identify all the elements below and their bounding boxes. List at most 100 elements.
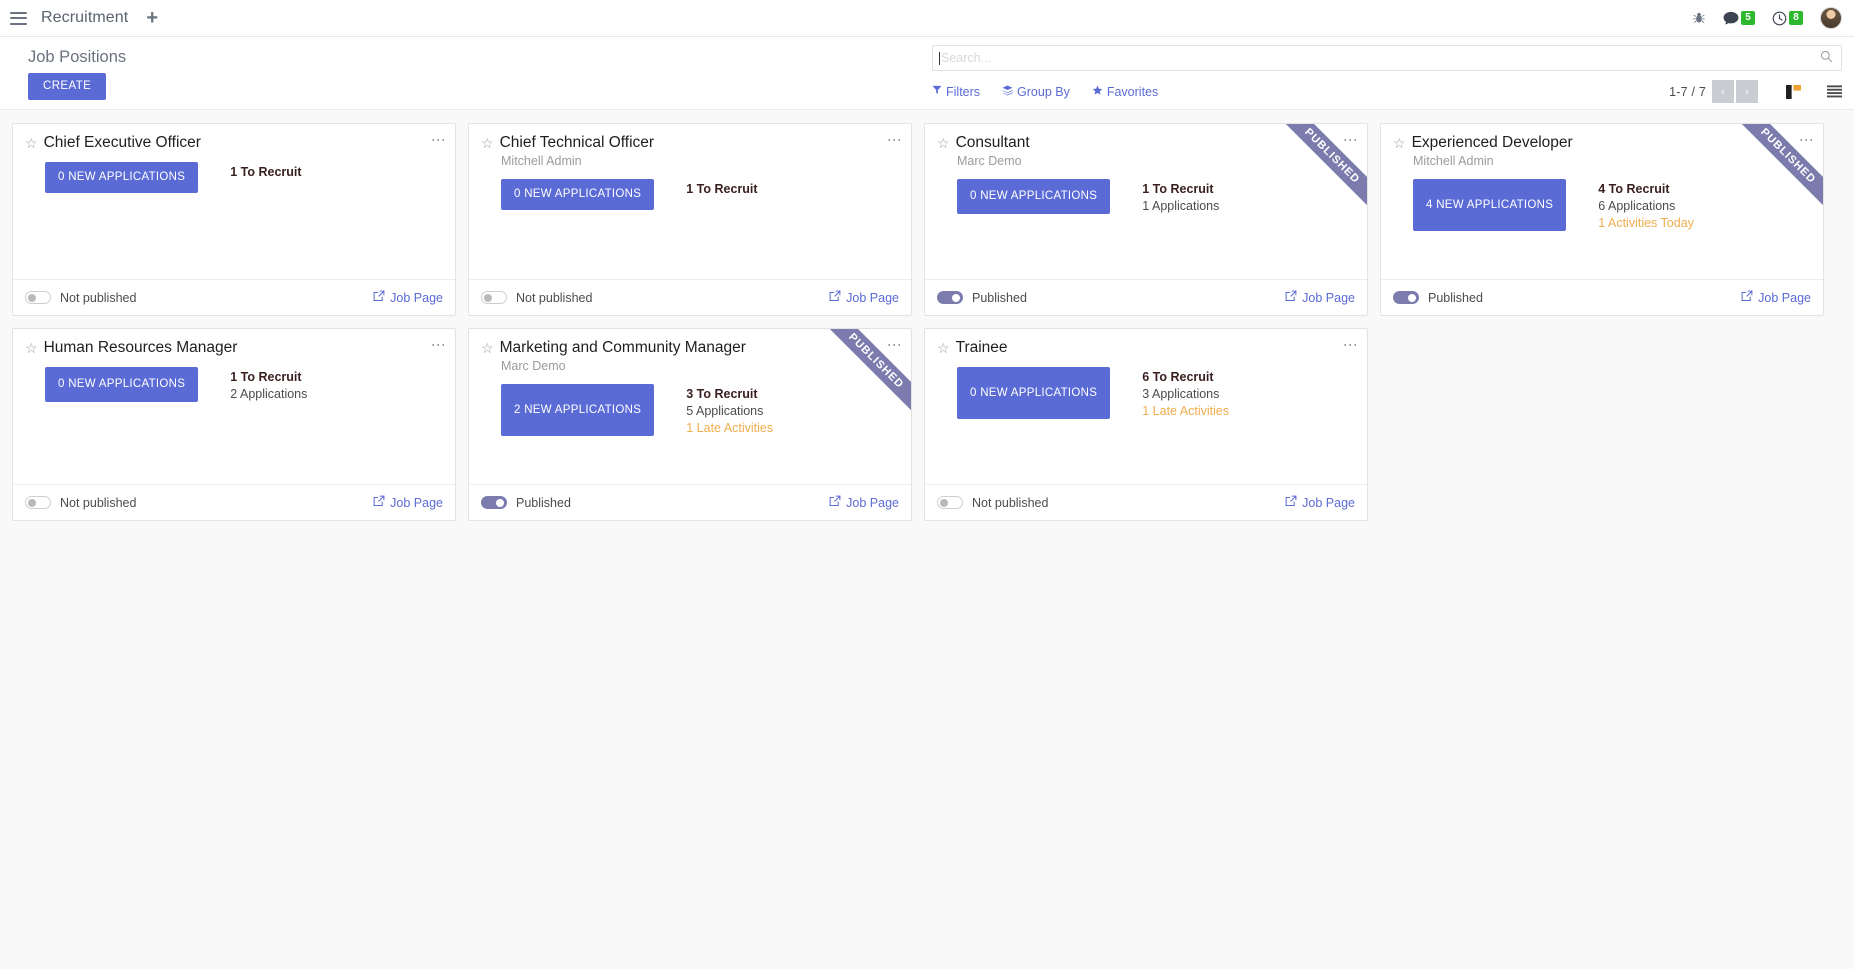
- card-menu-kebab-icon[interactable]: ⋮: [1343, 133, 1359, 147]
- job-page-label: Job Page: [1302, 290, 1355, 305]
- publish-toggle[interactable]: [1393, 291, 1419, 304]
- publish-toggle-knob: [496, 498, 504, 507]
- new-applications-button[interactable]: 0 NEW APPLICATIONS: [501, 179, 655, 210]
- card-manager: Mitchell Admin: [501, 154, 582, 168]
- card-body: ⋮ ☆ Consultant Marc Demo 0 NEW APPLICATI…: [925, 124, 1367, 279]
- card-content: 4 NEW APPLICATIONS 4 To Recruit 6 Applic…: [1393, 179, 1811, 231]
- card-to-recruit-count[interactable]: 3 To Recruit: [686, 387, 758, 401]
- job-position-card[interactable]: ⋮ ☆ Human Resources Manager 0 NEW APPLIC…: [12, 328, 456, 521]
- new-applications-button[interactable]: 0 NEW APPLICATIONS: [45, 162, 199, 193]
- messages-icon-group[interactable]: 5: [1723, 11, 1755, 25]
- card-to-recruit-count[interactable]: 1 To Recruit: [1142, 182, 1214, 196]
- card-menu-kebab-icon[interactable]: ⋮: [431, 338, 447, 352]
- favorite-star-icon[interactable]: ☆: [937, 340, 950, 356]
- card-content: 0 NEW APPLICATIONS 1 To Recruit: [25, 162, 443, 193]
- new-applications-button[interactable]: 0 NEW APPLICATIONS: [957, 179, 1111, 214]
- layers-icon: [1002, 85, 1014, 99]
- favorites-dropdown[interactable]: Favorites: [1092, 85, 1158, 99]
- card-to-recruit-count[interactable]: 1 To Recruit: [686, 182, 758, 196]
- favorite-star-icon[interactable]: ☆: [1393, 135, 1406, 151]
- job-page-link[interactable]: Job Page: [829, 290, 899, 305]
- card-activities-count[interactable]: 1 Activities Today: [1598, 216, 1694, 230]
- job-position-card[interactable]: PUBLISHED ⋮ ☆ Experienced Developer Mitc…: [1380, 123, 1824, 316]
- kanban-view-icon[interactable]: [1786, 84, 1801, 99]
- card-activities-count[interactable]: 1 Late Activities: [1142, 404, 1230, 418]
- card-applications-count[interactable]: 5 Applications: [686, 404, 764, 418]
- activities-icon-group[interactable]: 8: [1772, 11, 1803, 26]
- publish-toggle-knob: [28, 498, 36, 507]
- job-page-label: Job Page: [390, 290, 443, 305]
- create-button[interactable]: CREATE: [28, 73, 107, 100]
- job-position-card[interactable]: PUBLISHED ⋮ ☆ Marketing and Community Ma…: [468, 328, 912, 521]
- card-menu-kebab-icon[interactable]: ⋮: [887, 133, 903, 147]
- pager-next-button[interactable]: ›: [1736, 80, 1758, 103]
- job-page-link[interactable]: Job Page: [1285, 290, 1355, 305]
- filters-dropdown[interactable]: Filters: [932, 85, 980, 99]
- card-to-recruit-count[interactable]: 4 To Recruit: [1598, 182, 1670, 196]
- app-title[interactable]: Recruitment: [41, 9, 129, 26]
- card-menu-kebab-icon[interactable]: ⋮: [431, 133, 447, 147]
- search-icon[interactable]: [1820, 50, 1833, 66]
- publish-status-label: Not published: [972, 495, 1049, 510]
- publish-toggle[interactable]: [481, 291, 507, 304]
- job-position-card[interactable]: ⋮ ☆ Chief Technical Officer Mitchell Adm…: [468, 123, 912, 316]
- publish-toggle[interactable]: [25, 496, 51, 509]
- job-page-link[interactable]: Job Page: [1285, 495, 1355, 510]
- favorite-star-icon[interactable]: ☆: [25, 340, 38, 356]
- add-tab-plus-icon[interactable]: +: [146, 7, 159, 29]
- search-bar[interactable]: [932, 45, 1842, 71]
- favorite-star-icon[interactable]: ☆: [481, 340, 494, 356]
- card-title: Chief Technical Officer: [499, 134, 655, 151]
- funnel-icon: [932, 85, 942, 98]
- job-page-link[interactable]: Job Page: [1741, 290, 1811, 305]
- bug-icon[interactable]: [1692, 11, 1706, 25]
- card-to-recruit-count[interactable]: 1 To Recruit: [230, 165, 302, 179]
- card-title: Marketing and Community Manager: [499, 339, 746, 356]
- card-applications-count[interactable]: 6 Applications: [1598, 199, 1676, 213]
- new-applications-button[interactable]: 2 NEW APPLICATIONS: [501, 384, 655, 436]
- hamburger-icon[interactable]: [10, 11, 27, 25]
- card-header: ☆ Experienced Developer: [1393, 134, 1811, 152]
- card-applications-count[interactable]: 2 Applications: [230, 387, 308, 401]
- card-title: Experienced Developer: [1411, 134, 1573, 151]
- favorite-star-icon[interactable]: ☆: [937, 135, 950, 151]
- pager: 1-7 / 7 ‹ ›: [1669, 80, 1842, 103]
- publish-toggle[interactable]: [25, 291, 51, 304]
- card-title: Chief Executive Officer: [43, 134, 201, 151]
- job-page-link[interactable]: Job Page: [829, 495, 899, 510]
- card-activities-count[interactable]: 1 Late Activities: [686, 421, 774, 435]
- publish-toggle[interactable]: [481, 496, 507, 509]
- card-menu-kebab-icon[interactable]: ⋮: [1799, 133, 1815, 147]
- publish-toggle[interactable]: [937, 496, 963, 509]
- card-to-recruit-count[interactable]: 6 To Recruit: [1142, 370, 1214, 384]
- publish-toggle[interactable]: [937, 291, 963, 304]
- new-applications-button[interactable]: 0 NEW APPLICATIONS: [957, 367, 1111, 419]
- top-navbar: Recruitment + 5 8: [0, 0, 1854, 37]
- card-title: Trainee: [955, 339, 1008, 356]
- search-input[interactable]: [941, 51, 1820, 65]
- group-by-dropdown[interactable]: Group By: [1002, 85, 1070, 99]
- favorite-star-icon[interactable]: ☆: [481, 135, 494, 151]
- job-position-card[interactable]: ⋮ ☆ Chief Executive Officer 0 NEW APPLIC…: [12, 123, 456, 316]
- card-applications-count[interactable]: 3 Applications: [1142, 387, 1220, 401]
- card-menu-kebab-icon[interactable]: ⋮: [1343, 338, 1359, 352]
- card-header: ☆ Human Resources Manager: [25, 339, 443, 357]
- new-applications-button[interactable]: 4 NEW APPLICATIONS: [1413, 179, 1567, 231]
- card-applications-count[interactable]: 1 Applications: [1142, 199, 1220, 213]
- page-title: Job Positions: [28, 48, 127, 66]
- list-view-icon[interactable]: [1827, 85, 1842, 98]
- card-to-recruit-count[interactable]: 1 To Recruit: [230, 370, 302, 384]
- pager-previous-button[interactable]: ‹: [1712, 80, 1734, 103]
- job-page-link[interactable]: Job Page: [373, 495, 443, 510]
- external-link-icon: [373, 290, 385, 305]
- card-menu-kebab-icon[interactable]: ⋮: [887, 338, 903, 352]
- job-position-card[interactable]: ⋮ ☆ Trainee 0 NEW APPLICATIONS 6 To Recr…: [924, 328, 1368, 521]
- publish-status-label: Not published: [516, 290, 593, 305]
- job-position-card[interactable]: PUBLISHED ⋮ ☆ Consultant Marc Demo 0 NEW…: [924, 123, 1368, 316]
- card-body: ⋮ ☆ Experienced Developer Mitchell Admin…: [1381, 124, 1823, 279]
- favorite-star-icon[interactable]: ☆: [25, 135, 38, 151]
- group-by-label: Group By: [1017, 84, 1070, 99]
- avatar[interactable]: [1820, 7, 1842, 29]
- job-page-link[interactable]: Job Page: [373, 290, 443, 305]
- new-applications-button[interactable]: 0 NEW APPLICATIONS: [45, 367, 199, 402]
